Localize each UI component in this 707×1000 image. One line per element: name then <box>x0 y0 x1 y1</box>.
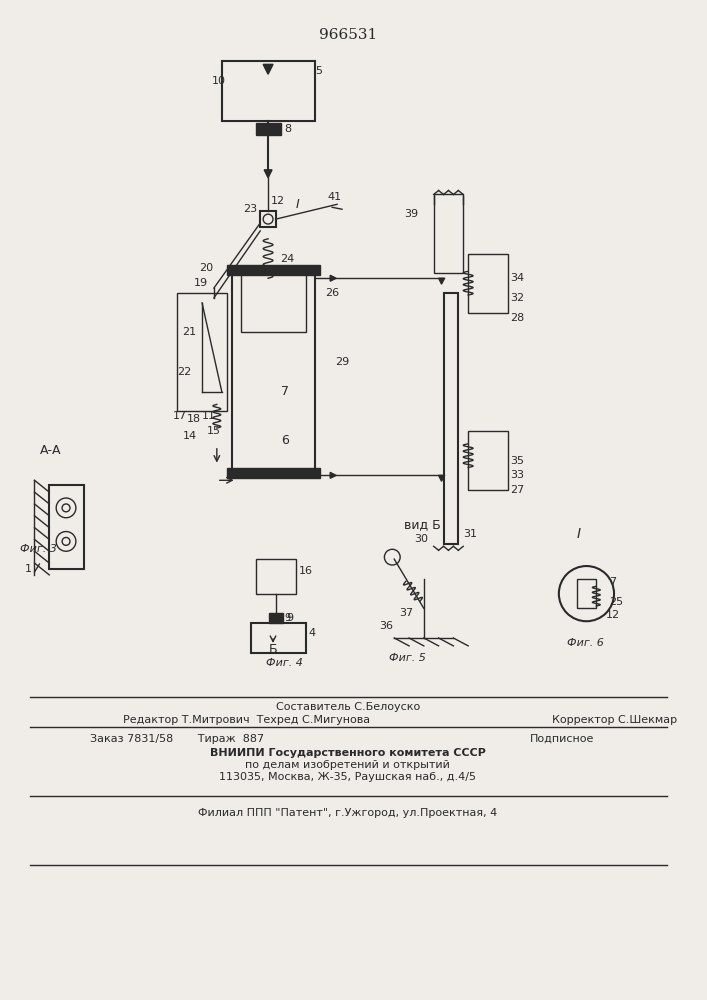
Bar <box>232 273 315 470</box>
Text: Фиг. 3: Фиг. 3 <box>20 544 57 554</box>
Bar <box>49 485 83 569</box>
Text: Филиал ППП "Патент", г.Ужгород, ул.Проектная, 4: Филиал ППП "Патент", г.Ужгород, ул.Проек… <box>198 808 498 818</box>
Polygon shape <box>438 475 445 481</box>
Text: 9: 9 <box>285 613 291 623</box>
Text: 19: 19 <box>194 278 209 288</box>
Text: 36: 36 <box>380 621 394 631</box>
Text: 12: 12 <box>271 196 285 206</box>
Bar <box>260 211 276 227</box>
Bar <box>222 61 315 121</box>
Text: 30: 30 <box>414 534 428 544</box>
Text: 7: 7 <box>281 385 289 398</box>
Text: 21: 21 <box>182 327 197 337</box>
Text: 31: 31 <box>463 529 477 539</box>
Text: 9: 9 <box>286 613 293 623</box>
Polygon shape <box>263 64 273 74</box>
Text: вид Б: вид Б <box>404 518 441 531</box>
Bar <box>242 273 305 332</box>
Text: 34: 34 <box>510 273 525 283</box>
Text: 11: 11 <box>202 411 216 421</box>
Text: 1: 1 <box>25 564 32 574</box>
Text: 5: 5 <box>315 66 322 76</box>
Text: 25: 25 <box>609 597 624 607</box>
Bar <box>227 468 320 478</box>
Text: по делам изобретений и открытий: по делам изобретений и открытий <box>245 760 450 770</box>
Text: 20: 20 <box>199 263 214 273</box>
Text: Составитель С.Белоуско: Составитель С.Белоуско <box>276 702 420 712</box>
Text: 24: 24 <box>280 254 294 264</box>
Text: 26: 26 <box>325 288 339 298</box>
Text: 10: 10 <box>212 76 226 86</box>
Text: 27: 27 <box>510 485 525 495</box>
Bar <box>468 254 508 313</box>
Text: 23: 23 <box>243 204 257 214</box>
Polygon shape <box>264 170 272 178</box>
Text: 28: 28 <box>510 313 525 323</box>
Bar <box>433 194 463 273</box>
Text: Фиг. 6: Фиг. 6 <box>567 638 604 648</box>
Bar <box>443 293 458 544</box>
Text: 17: 17 <box>173 411 187 421</box>
Text: Фиг. 5: Фиг. 5 <box>390 653 426 663</box>
Bar <box>269 613 283 623</box>
Text: 4: 4 <box>308 628 315 638</box>
Text: 41: 41 <box>327 192 341 202</box>
Bar <box>577 579 596 608</box>
Text: 18: 18 <box>187 414 201 424</box>
Text: Подписное: Подписное <box>530 734 594 744</box>
Text: 6: 6 <box>281 434 288 447</box>
Text: Фиг. 4: Фиг. 4 <box>266 658 303 668</box>
Text: 37: 37 <box>399 608 414 618</box>
Text: 966531: 966531 <box>319 28 377 42</box>
Bar <box>177 293 227 411</box>
Bar <box>256 559 296 594</box>
Text: Редактор Т.Митрович  Техред С.Мигунова: Редактор Т.Митрович Техред С.Мигунова <box>123 715 370 725</box>
Text: 33: 33 <box>510 470 525 480</box>
Text: Заказ 7831/58       Тираж  887: Заказ 7831/58 Тираж 887 <box>90 734 264 744</box>
Text: ВНИИПИ Государственного комитета СССР: ВНИИПИ Государственного комитета СССР <box>210 748 486 758</box>
Text: I: I <box>296 198 300 211</box>
Text: 12: 12 <box>606 610 620 620</box>
Bar <box>227 265 320 275</box>
Text: 22: 22 <box>177 367 192 377</box>
Text: А-А: А-А <box>40 444 61 457</box>
Text: I: I <box>577 527 580 541</box>
Text: 14: 14 <box>182 431 197 441</box>
Bar <box>251 623 305 653</box>
Text: 15: 15 <box>207 426 221 436</box>
Polygon shape <box>438 278 445 284</box>
Text: 7: 7 <box>609 577 617 587</box>
Text: Корректор С.Шекмар: Корректор С.Шекмар <box>552 715 677 725</box>
Text: 39: 39 <box>404 209 419 219</box>
Text: 8: 8 <box>284 124 291 134</box>
Text: 35: 35 <box>510 456 525 466</box>
Text: Б: Б <box>269 643 278 656</box>
Bar <box>256 123 281 135</box>
Text: 32: 32 <box>510 293 525 303</box>
Polygon shape <box>330 275 336 281</box>
Text: 113035, Москва, Ж-35, Раушская наб., д.4/5: 113035, Москва, Ж-35, Раушская наб., д.4… <box>219 772 477 782</box>
Bar <box>468 431 508 490</box>
Text: 29: 29 <box>335 357 349 367</box>
Polygon shape <box>330 472 336 478</box>
Text: 16: 16 <box>298 566 312 576</box>
